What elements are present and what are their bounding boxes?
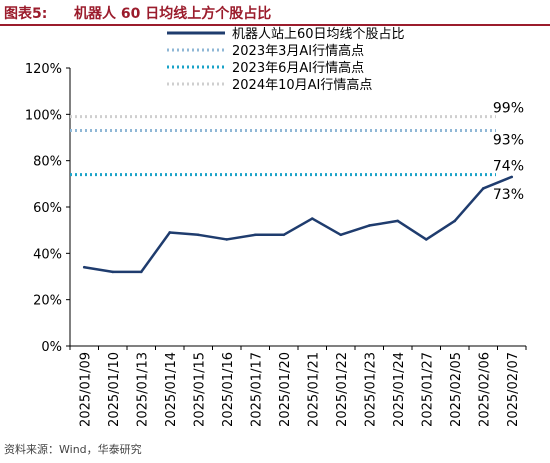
x-tick-label: 2025/01/10 [107, 352, 122, 427]
end-value-label: 73% [493, 187, 524, 203]
data-point [139, 270, 143, 274]
figure-label: 图表5: [4, 6, 48, 22]
y-tick-label: 120% [25, 62, 62, 77]
x-tick-label: 2025/01/17 [249, 352, 264, 427]
y-tick-label: 100% [25, 108, 62, 123]
legend-label: 2024年10月AI行情高点 [232, 77, 372, 93]
x-tick-label: 2025/01/21 [306, 352, 321, 427]
data-point [225, 238, 229, 241]
x-tick-label: 2025/02/06 [477, 352, 492, 427]
x-tick-label: 2025/01/16 [221, 352, 236, 427]
x-tick-label: 2025/02/05 [449, 352, 464, 427]
data-point [510, 175, 514, 179]
figure-header: 图表5: 机器人 60 日均线上方个股占比 [0, 0, 550, 26]
data-point [339, 233, 343, 237]
data-point [310, 217, 314, 220]
source-note: 资料来源：Wind，华泰研究 [4, 443, 142, 456]
x-tick-label: 2025/01/22 [335, 352, 350, 427]
legend-label: 2023年6月AI行情高点 [232, 60, 364, 76]
reference-value-label: 99% [493, 101, 524, 117]
data-point [196, 233, 200, 237]
y-tick-label: 20% [33, 294, 62, 309]
y-tick-label: 0% [41, 340, 62, 355]
y-tick-label: 40% [33, 247, 62, 262]
y-tick-label: 80% [33, 155, 62, 170]
data-point [168, 231, 172, 234]
data-point [282, 233, 286, 237]
x-tick-label: 2025/01/24 [392, 352, 407, 427]
x-tick-label: 2025/01/23 [363, 352, 378, 427]
y-tick-label: 60% [33, 201, 62, 216]
data-point [396, 219, 400, 223]
data-point [253, 233, 257, 237]
reference-value-label: 93% [493, 133, 524, 149]
data-point [453, 219, 457, 223]
figure-title: 机器人 60 日均线上方个股占比 [74, 6, 272, 22]
data-point [82, 265, 86, 269]
data-point [367, 224, 371, 227]
x-tick-label: 2025/01/09 [78, 352, 93, 427]
data-point [481, 187, 485, 190]
legend-label: 2023年3月AI行情高点 [232, 43, 364, 59]
reference-value-label: 74% [493, 159, 524, 175]
x-tick-label: 2025/01/15 [192, 352, 207, 427]
x-tick-label: 2025/01/20 [278, 352, 293, 427]
legend-label: 机器人站上60日均线个股占比 [232, 27, 405, 42]
x-tick-label: 2025/01/27 [420, 352, 435, 427]
data-point [111, 270, 115, 274]
x-tick-label: 2025/01/13 [135, 352, 150, 427]
x-tick-label: 2025/02/07 [506, 352, 521, 427]
series-line [84, 175, 513, 274]
data-point [424, 238, 428, 241]
x-tick-label: 2025/01/14 [164, 352, 179, 427]
